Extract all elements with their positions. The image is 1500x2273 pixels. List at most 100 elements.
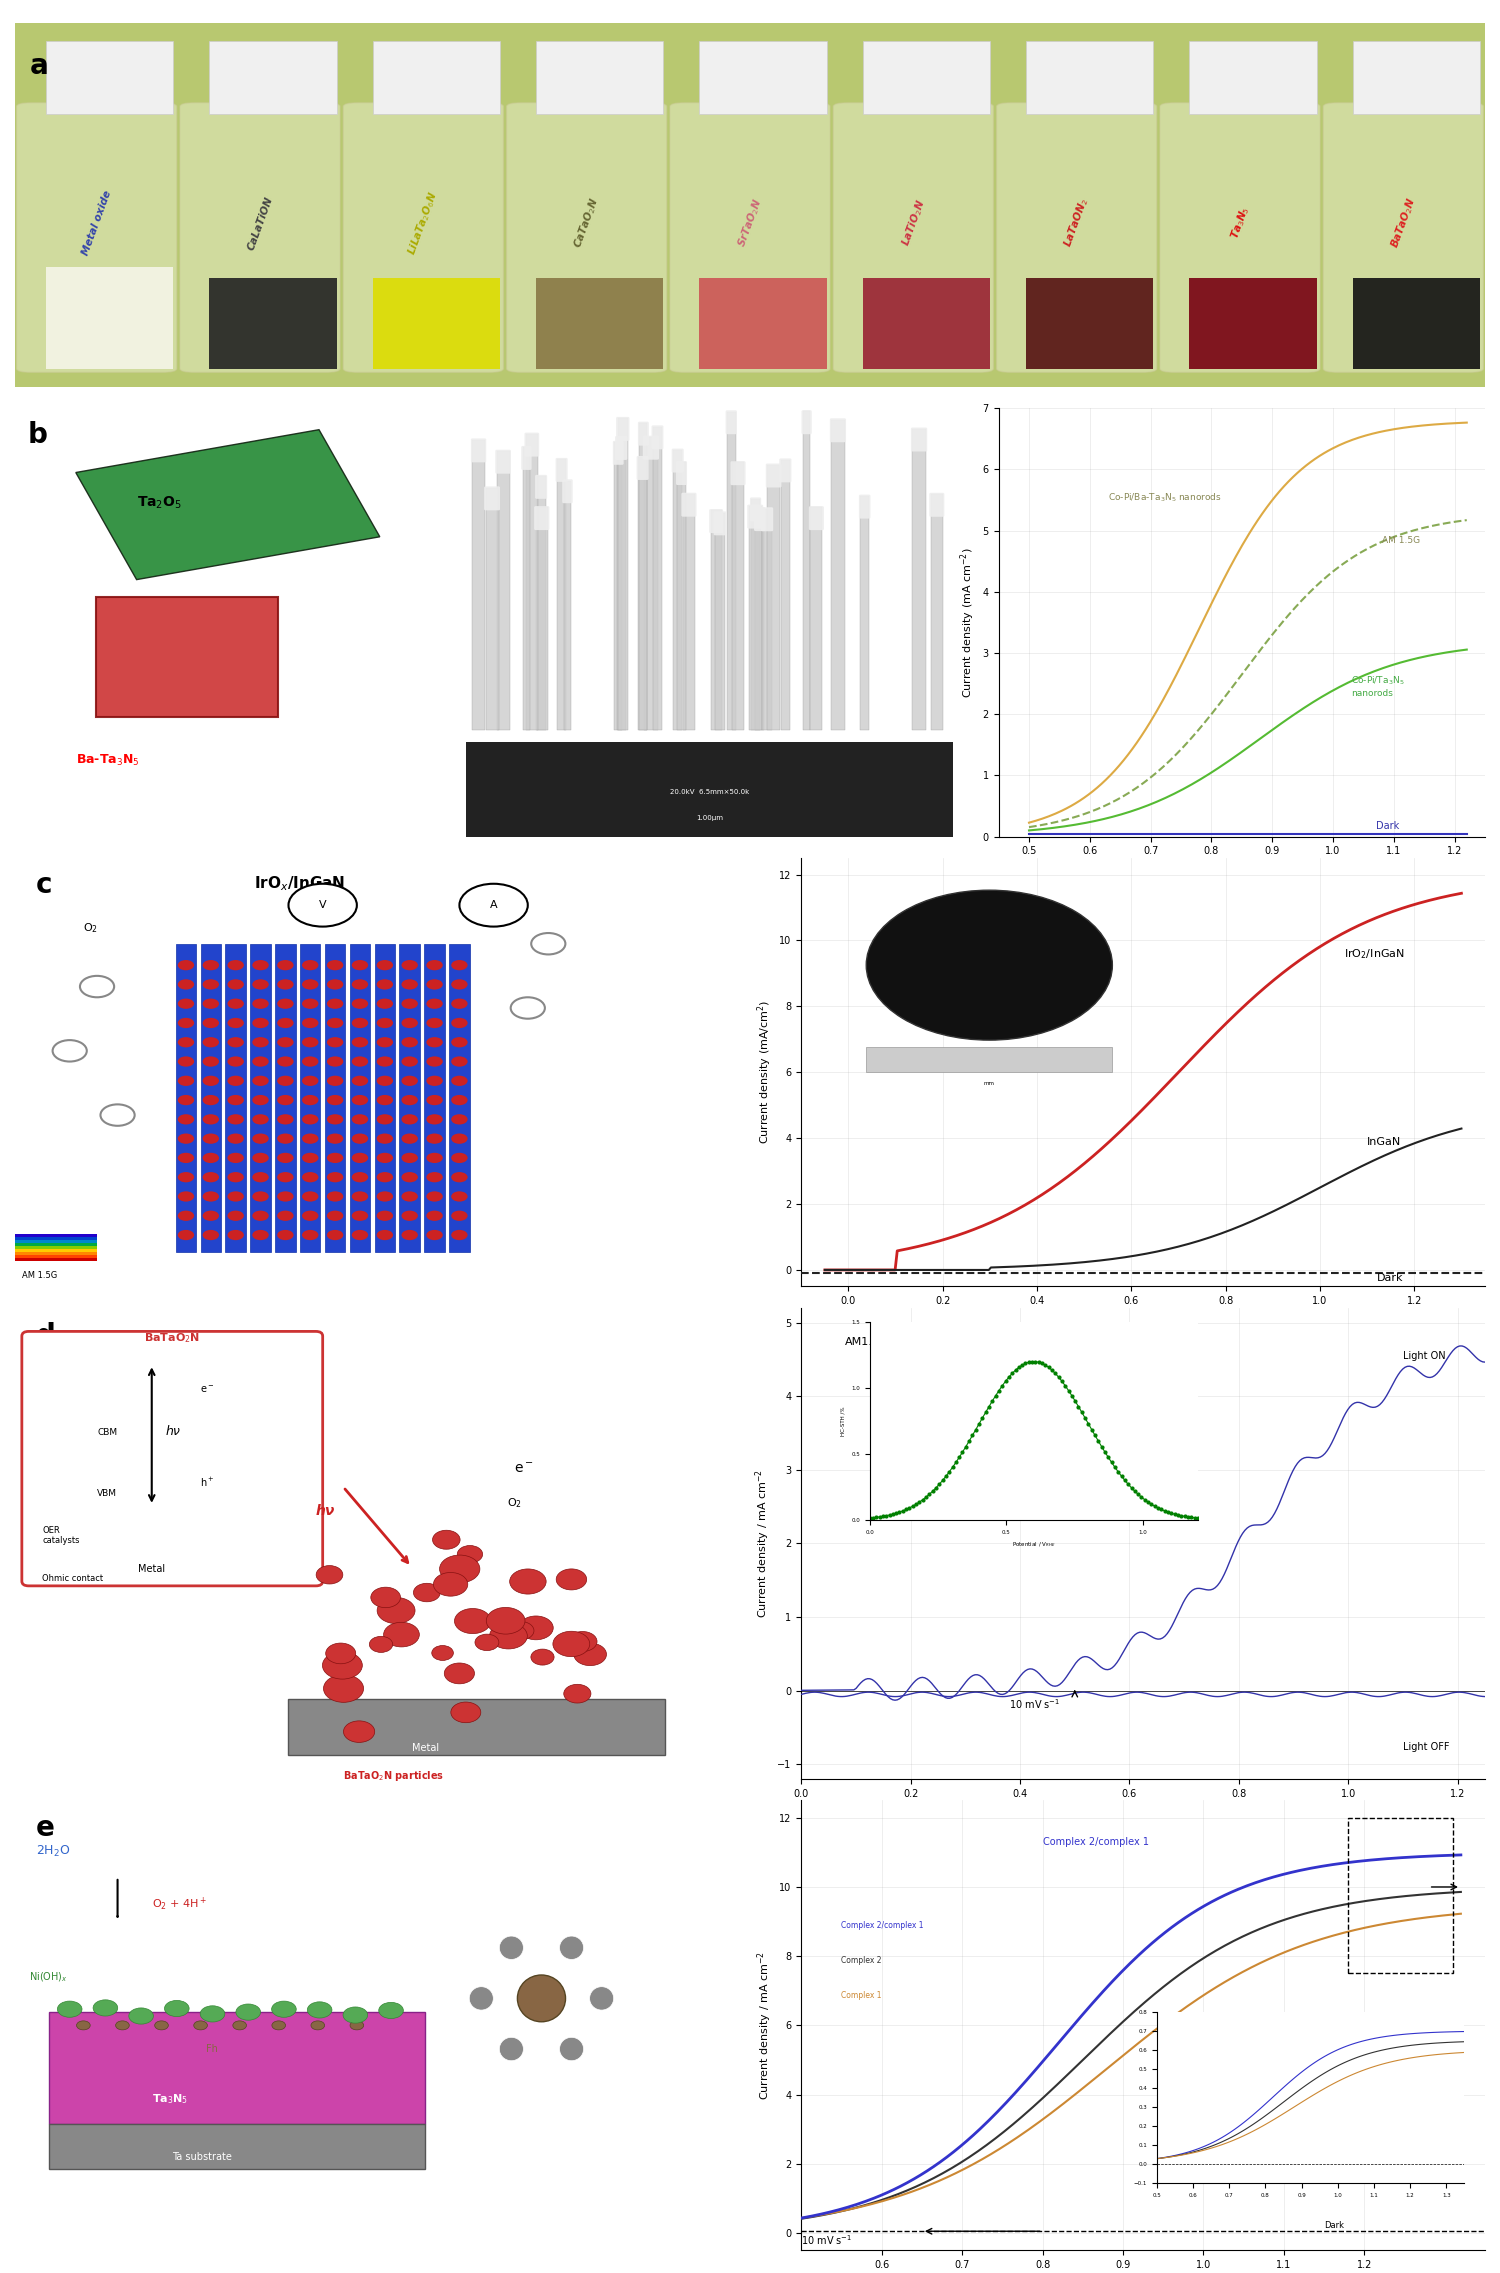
Circle shape xyxy=(452,1702,482,1723)
Bar xyxy=(15,1234,98,1237)
Bar xyxy=(15,1246,98,1248)
Text: Metal: Metal xyxy=(411,1743,438,1752)
Circle shape xyxy=(402,1057,418,1066)
Circle shape xyxy=(454,1609,490,1634)
Circle shape xyxy=(177,1114,194,1125)
Circle shape xyxy=(486,1607,525,1634)
Circle shape xyxy=(402,980,418,989)
Circle shape xyxy=(433,1573,468,1596)
Circle shape xyxy=(376,1173,393,1182)
Circle shape xyxy=(177,1075,194,1086)
Circle shape xyxy=(202,1191,219,1202)
Circle shape xyxy=(200,2005,225,2023)
Circle shape xyxy=(302,1191,318,1202)
Circle shape xyxy=(376,1191,393,1202)
FancyBboxPatch shape xyxy=(801,409,812,434)
Circle shape xyxy=(252,1191,268,1202)
Circle shape xyxy=(402,1134,418,1143)
Text: IrO$_2$/InGaN: IrO$_2$/InGaN xyxy=(1344,948,1404,961)
Circle shape xyxy=(310,2021,324,2030)
Complex 2 xyxy=(1185,1950,1203,1978)
Text: 10 mV s$^{-1}$: 10 mV s$^{-1}$ xyxy=(801,2234,852,2248)
Circle shape xyxy=(402,1212,418,1221)
Text: e: e xyxy=(36,1814,54,1841)
Circle shape xyxy=(278,1075,294,1086)
Circle shape xyxy=(452,1096,468,1105)
FancyBboxPatch shape xyxy=(750,498,760,521)
Circle shape xyxy=(228,1134,244,1143)
Text: O$_2$: O$_2$ xyxy=(84,921,99,934)
Bar xyxy=(50,2125,424,2168)
X-axis label: Potential / V$_{RHE}$: Potential / V$_{RHE}$ xyxy=(1100,1805,1186,1818)
Text: LaTiO$_2$N: LaTiO$_2$N xyxy=(898,198,928,248)
Circle shape xyxy=(278,1036,294,1048)
Bar xyxy=(536,41,663,114)
Circle shape xyxy=(352,998,368,1009)
Circle shape xyxy=(228,1191,244,1202)
Circle shape xyxy=(327,1036,344,1048)
Circle shape xyxy=(452,959,468,971)
Circle shape xyxy=(278,1134,294,1143)
Text: O$_2$ + 4H$^+$: O$_2$ + 4H$^+$ xyxy=(152,1896,207,1914)
Circle shape xyxy=(452,1114,468,1125)
Bar xyxy=(682,493,694,730)
Bar xyxy=(210,41,338,114)
Circle shape xyxy=(202,1018,219,1027)
Bar xyxy=(1190,41,1317,114)
Circle shape xyxy=(459,884,528,927)
Text: O$_2$: O$_2$ xyxy=(507,1496,522,1509)
Circle shape xyxy=(177,1212,194,1221)
Bar xyxy=(1353,41,1480,114)
Circle shape xyxy=(402,1152,418,1164)
Circle shape xyxy=(302,980,318,989)
Bar xyxy=(372,277,500,368)
Circle shape xyxy=(278,1230,294,1241)
Bar xyxy=(831,421,844,730)
Bar xyxy=(862,277,990,368)
Circle shape xyxy=(402,1230,418,1241)
Text: Ni(OH)$_x$: Ni(OH)$_x$ xyxy=(28,1971,68,1984)
FancyBboxPatch shape xyxy=(1323,102,1484,373)
Circle shape xyxy=(228,1018,244,1027)
Bar xyxy=(780,459,790,730)
Circle shape xyxy=(376,1212,393,1221)
Circle shape xyxy=(352,1191,368,1202)
Text: Ta$_2$O$_5$: Ta$_2$O$_5$ xyxy=(136,496,182,511)
Circle shape xyxy=(302,1152,318,1164)
Text: LiLaTa$_2$O$_6$N: LiLaTa$_2$O$_6$N xyxy=(405,189,441,257)
Circle shape xyxy=(426,998,442,1009)
Circle shape xyxy=(324,1675,363,1702)
Complex 2/complex 1 xyxy=(1196,1891,1214,1918)
Circle shape xyxy=(574,1643,606,1666)
FancyBboxPatch shape xyxy=(651,425,663,450)
Line: Complex 1: Complex 1 xyxy=(801,1914,1461,2218)
Circle shape xyxy=(426,1114,442,1125)
Circle shape xyxy=(177,1191,194,1202)
Circle shape xyxy=(57,2000,82,2016)
Circle shape xyxy=(426,1075,442,1086)
Bar xyxy=(210,277,338,368)
Text: LaTaON$_2$: LaTaON$_2$ xyxy=(1062,195,1092,250)
Circle shape xyxy=(568,1632,597,1652)
Text: VBM: VBM xyxy=(98,1489,117,1498)
Circle shape xyxy=(302,1036,318,1048)
Circle shape xyxy=(444,1664,474,1684)
Circle shape xyxy=(177,1096,194,1105)
Text: A: A xyxy=(490,900,498,909)
Circle shape xyxy=(272,2000,296,2018)
Text: Dark: Dark xyxy=(1377,1273,1402,1284)
Complex 2/complex 1 xyxy=(1390,1843,1408,1871)
Circle shape xyxy=(302,1212,318,1221)
Circle shape xyxy=(327,1212,344,1221)
Bar xyxy=(644,436,657,730)
Circle shape xyxy=(327,1134,344,1143)
FancyBboxPatch shape xyxy=(670,102,830,373)
Circle shape xyxy=(202,1230,219,1241)
Circle shape xyxy=(426,1036,442,1048)
Bar xyxy=(564,480,572,730)
Circle shape xyxy=(402,1114,418,1125)
Complex 1 xyxy=(1182,1989,1200,2016)
Circle shape xyxy=(376,998,393,1009)
FancyBboxPatch shape xyxy=(910,427,927,452)
Bar xyxy=(652,427,662,730)
